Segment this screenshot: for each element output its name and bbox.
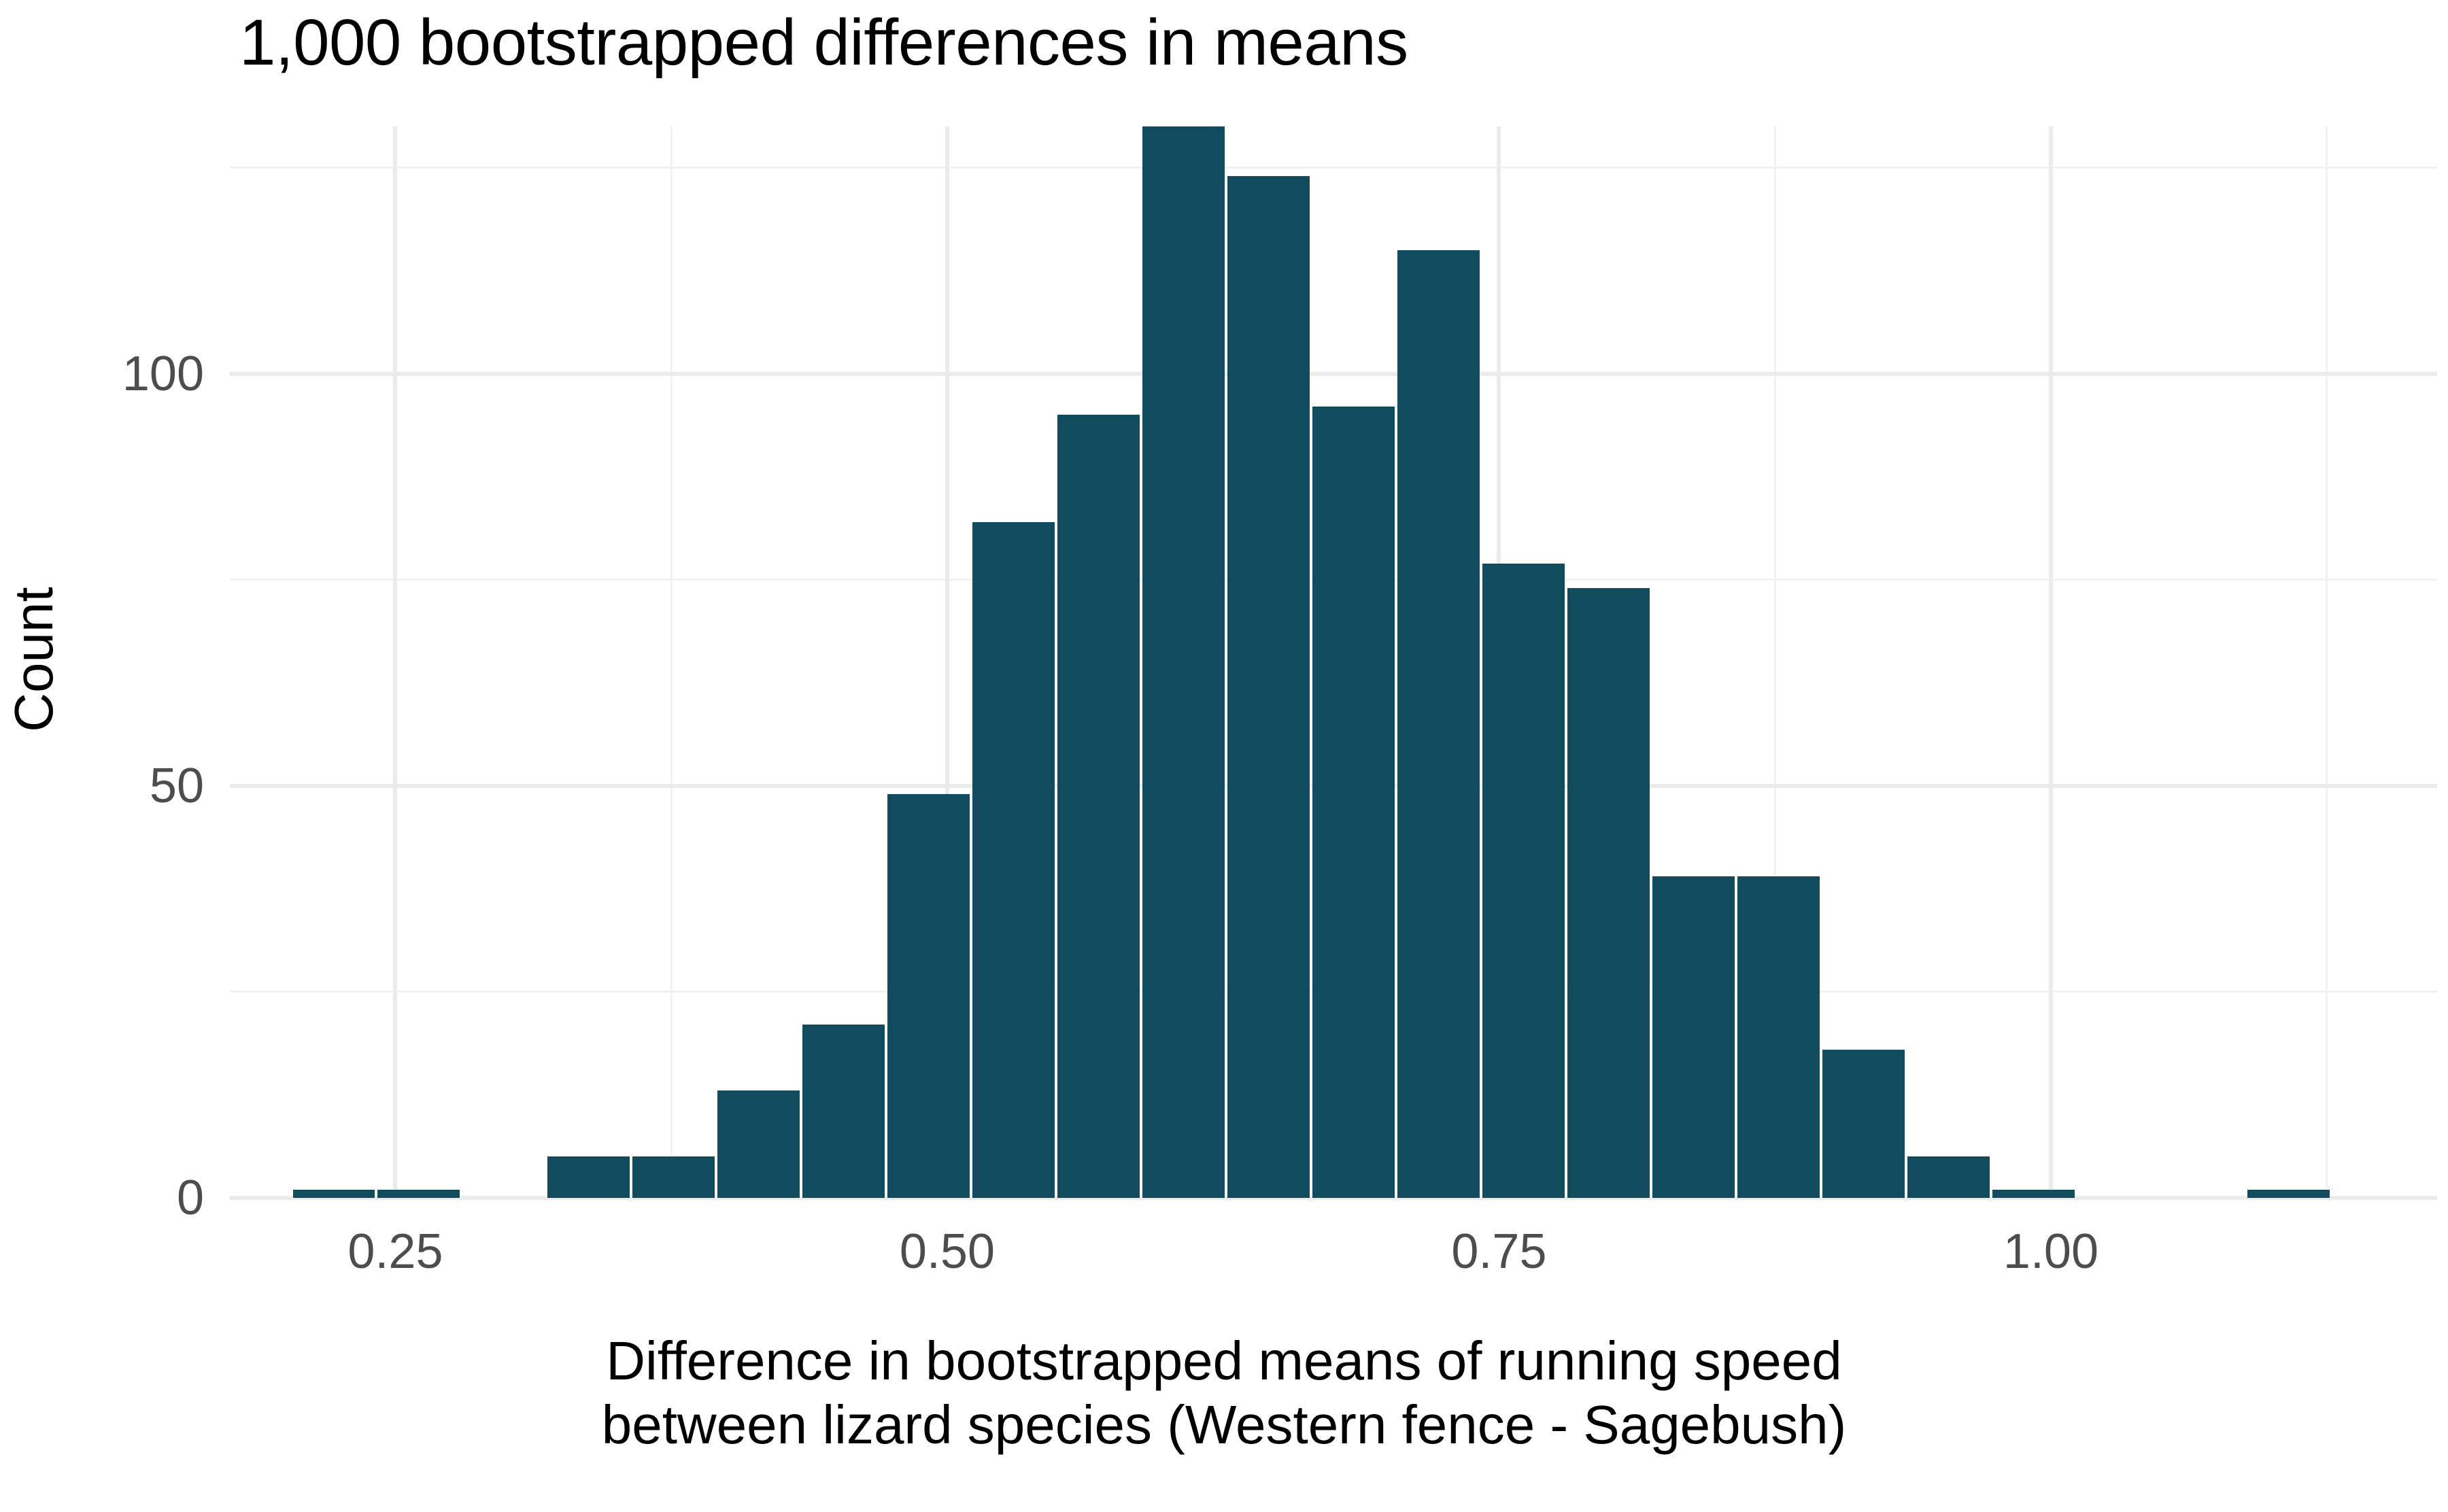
y-axis-title-container: Count	[0, 122, 68, 1197]
histogram-bar	[1567, 587, 1650, 1198]
histogram-bar	[1907, 1156, 1990, 1198]
histogram-bar	[292, 1189, 375, 1198]
histogram-bar	[802, 1025, 885, 1198]
x-axis-title-line-1: Difference in bootstrapped means of runn…	[606, 1330, 1842, 1391]
histogram-bar	[1737, 876, 1820, 1198]
gridline-major-x	[945, 126, 949, 1198]
histogram-bar	[547, 1156, 630, 1198]
histogram-bar	[377, 1189, 460, 1198]
histogram-bar	[1822, 1049, 1905, 1198]
histogram-bar	[1142, 126, 1225, 1198]
gridline-major-x	[2048, 126, 2053, 1198]
x-tick-label: 1.00	[2003, 1224, 2099, 1279]
gridline-minor-x	[2326, 126, 2328, 1198]
histogram-bar	[1312, 407, 1395, 1198]
histogram-bar	[1652, 876, 1735, 1198]
y-tick-label: 0	[176, 1171, 204, 1225]
y-tick-label: 100	[122, 346, 204, 401]
gridline-minor-x	[670, 126, 673, 1198]
gridline-major-y	[230, 371, 2437, 376]
x-tick-label: 0.50	[899, 1224, 996, 1279]
gridline-minor-y	[230, 167, 2437, 169]
histogram-bar	[1227, 175, 1310, 1198]
histogram-bar	[972, 521, 1055, 1198]
gridline-minor-x	[1773, 126, 1776, 1198]
x-axis-title: Difference in bootstrapped means of runn…	[0, 1329, 2448, 1458]
plot-panel	[230, 126, 2437, 1200]
histogram-bar	[1057, 415, 1140, 1198]
histogram-bar	[717, 1090, 800, 1198]
histogram-bar	[887, 793, 970, 1198]
histogram-bar	[1992, 1189, 2075, 1198]
y-axis-title: Count	[3, 587, 64, 732]
gridline-major-x	[393, 126, 398, 1198]
chart-title: 1,000 bootstrapped differences in means	[239, 6, 1408, 79]
histogram-bar	[632, 1156, 715, 1198]
histogram-bar	[1482, 563, 1565, 1198]
histogram-bar	[1397, 250, 1480, 1198]
x-axis-title-line-2: between lizard species (Western fence - …	[601, 1394, 1847, 1456]
y-tick-label: 50	[149, 758, 204, 813]
gridline-major-y	[230, 1196, 2437, 1200]
x-tick-label: 0.75	[1451, 1224, 1547, 1279]
histogram-bar	[2247, 1189, 2330, 1198]
x-tick-label: 0.25	[347, 1224, 443, 1279]
